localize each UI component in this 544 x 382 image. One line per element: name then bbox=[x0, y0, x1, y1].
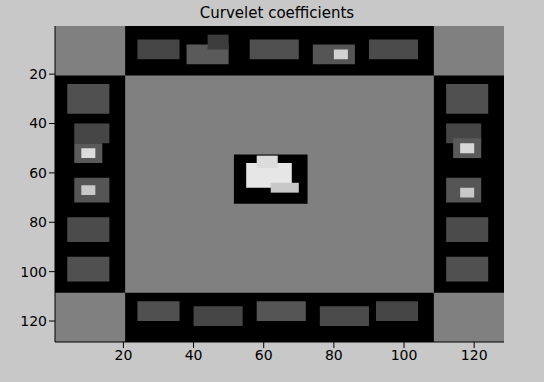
html-text:Curvelet coefficients: Curvelet coefficients bbox=[199, 4, 355, 22]
svg-text:20: 20 bbox=[29, 66, 47, 82]
svg-text:60: 60 bbox=[29, 165, 47, 181]
svg-text:40: 40 bbox=[29, 115, 47, 131]
svg-text:80: 80 bbox=[325, 347, 343, 363]
svg-text:20: 20 bbox=[114, 347, 132, 363]
svg-text:120: 120 bbox=[20, 313, 47, 329]
svg-text:60: 60 bbox=[255, 347, 273, 363]
svg-text:80: 80 bbox=[29, 214, 47, 230]
svg-text:40: 40 bbox=[185, 347, 203, 363]
svg-text:120: 120 bbox=[461, 347, 488, 363]
svg-text:100: 100 bbox=[391, 347, 418, 363]
svg-text:100: 100 bbox=[20, 264, 47, 280]
